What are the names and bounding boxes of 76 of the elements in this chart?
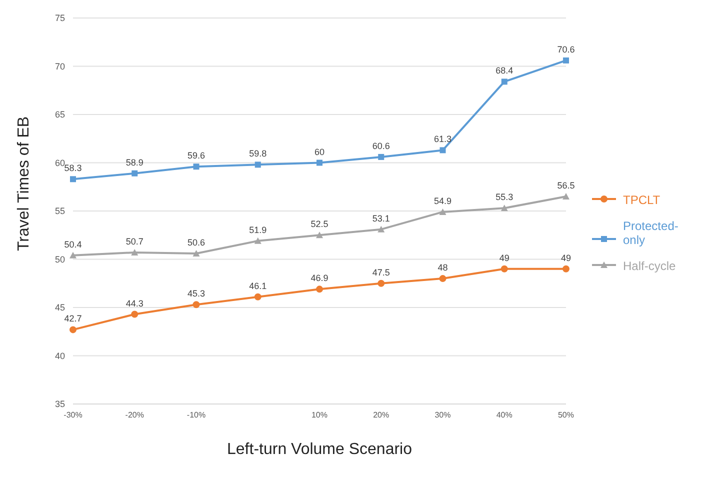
data-label: 58.9 [126, 157, 144, 168]
point [500, 265, 508, 272]
data-label: 60.6 [372, 140, 390, 151]
point [440, 147, 446, 154]
x-tick-label: 20% [373, 410, 390, 420]
point [193, 164, 200, 170]
legend-label: TPCLT [623, 192, 662, 206]
data-label: 47.5 [372, 267, 390, 278]
point [254, 237, 262, 244]
y-tick-label: 40 [54, 350, 65, 361]
point [563, 57, 569, 64]
y-tick-label: 35 [54, 399, 65, 410]
point [316, 286, 323, 293]
point [254, 162, 261, 168]
x-tick-label: -20% [125, 410, 144, 420]
data-label: 49 [499, 252, 510, 263]
data-label: 56.5 [557, 180, 575, 191]
data-label: 55.3 [496, 192, 514, 202]
y-tick-label: 60 [54, 158, 65, 168]
y-tick-label: 75 [54, 13, 65, 24]
y-tick-label: 65 [54, 110, 65, 120]
x-tick-label: 40% [496, 410, 512, 420]
point [378, 280, 385, 287]
point [70, 252, 76, 258]
data-label: 54.9 [434, 196, 452, 206]
data-label: 49 [560, 252, 572, 263]
data-label: 52.5 [310, 219, 328, 230]
point [439, 208, 446, 215]
point [192, 250, 200, 256]
y-tick-label: 45 [54, 302, 65, 313]
y-tick-label: 70 [54, 61, 65, 72]
x-tick-label: 30% [434, 410, 451, 420]
data-label: 61.3 [434, 134, 452, 144]
y-axis-title: Travel Times of EB [16, 116, 33, 251]
x-tick-label: 50% [558, 410, 574, 420]
point [562, 193, 570, 200]
point [500, 204, 508, 212]
data-label: 68.4 [496, 66, 514, 76]
data-label: 46.1 [249, 280, 267, 291]
data-label: 50.4 [64, 239, 82, 250]
data-label: 48 [438, 262, 448, 273]
point [192, 301, 200, 308]
legend-label: Half-cycle [623, 258, 677, 272]
data-label: 44.3 [126, 298, 144, 308]
x-tick-label: -30% [64, 410, 82, 420]
point [316, 232, 323, 238]
data-label: 50.7 [126, 236, 144, 246]
x-axis-title: Left-turn Volume Scenario [227, 441, 412, 458]
point [131, 248, 138, 256]
point [70, 326, 76, 334]
data-label: 59.6 [187, 150, 206, 161]
point [378, 154, 384, 160]
x-tick-label: 10% [311, 410, 328, 420]
point [70, 176, 76, 182]
point [378, 226, 385, 232]
data-label: 42.7 [64, 314, 82, 324]
data-label: 70.6 [557, 44, 575, 54]
point [501, 78, 508, 85]
point [562, 265, 570, 272]
point [132, 170, 138, 176]
y-tick-label: 50 [54, 254, 65, 264]
point [439, 275, 446, 282]
data-label: 45.3 [187, 288, 206, 299]
data-label: 46.9 [310, 273, 328, 284]
x-tick-label: -10% [186, 410, 206, 420]
data-label: 60 [314, 146, 325, 157]
point [131, 310, 138, 318]
data-label: 53.1 [372, 213, 390, 224]
legend-label: Protected-only [623, 218, 680, 246]
data-label: 59.8 [249, 148, 267, 159]
y-tick-label: 55 [54, 206, 65, 216]
data-label: 50.6 [187, 237, 206, 248]
data-label: 58.3 [64, 163, 82, 174]
data-label: 51.9 [249, 224, 267, 235]
point [316, 160, 322, 166]
point [254, 293, 262, 300]
